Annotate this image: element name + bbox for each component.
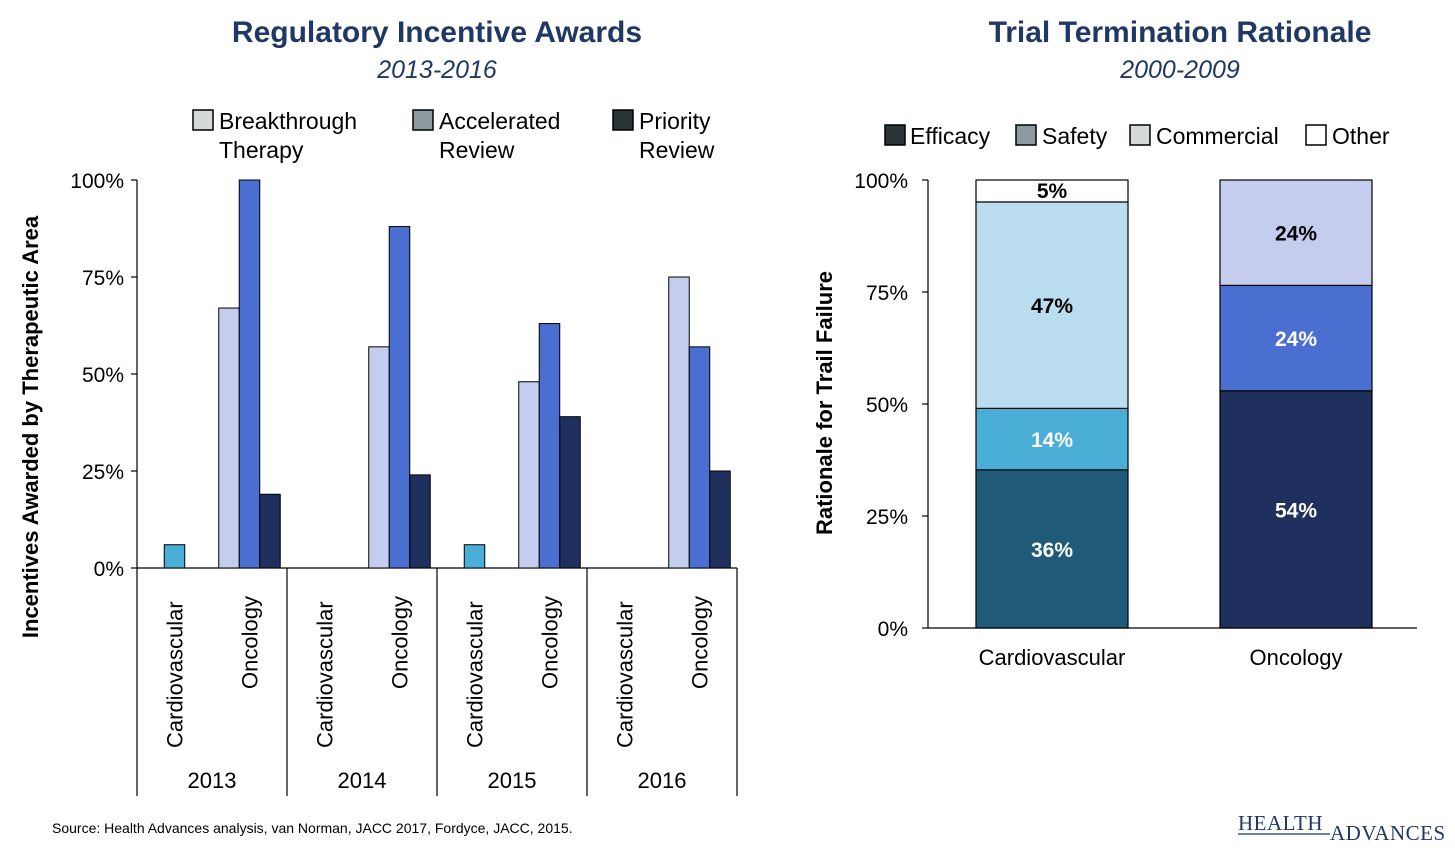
legend-label-accelerated-line2: Review	[439, 137, 515, 163]
legend-item-breakthrough: Breakthrough Therapy	[192, 108, 357, 163]
left-chart: Regulatory Incentive Awards 2013-2016 Br…	[18, 16, 738, 796]
legend-item-priority: Priority Review	[612, 108, 715, 163]
legend-swatch-priority	[612, 109, 634, 131]
bar-accelerated-review-cardiovascular-2015	[463, 544, 486, 569]
left-year-label: 2015	[488, 768, 537, 793]
legend-item-efficacy: Efficacy	[884, 123, 991, 149]
bar-accelerated-review-oncology-2014	[388, 226, 411, 569]
legend-label-commercial: Commercial	[1156, 123, 1279, 149]
logo-text-advances: ADVANCES	[1330, 821, 1446, 845]
stack-label-efficacy-oncology: 54%	[1275, 499, 1317, 522]
left-y-tick-label: 0%	[94, 558, 124, 581]
legend-swatch-efficacy	[884, 124, 906, 146]
bar-accelerated-review-oncology-2016	[688, 346, 711, 569]
left-y-tick-label: 75%	[82, 267, 124, 290]
stack-commercial-oncology	[1219, 179, 1373, 287]
left-y-tick-label: 25%	[82, 461, 124, 484]
left-category-label: Oncology	[538, 596, 563, 689]
legend-item-safety: Safety	[1015, 123, 1108, 149]
stack-label-efficacy-cardiovascular: 36%	[1031, 539, 1073, 562]
right-y-tick-label: 75%	[866, 282, 908, 305]
left-year-label: 2016	[638, 768, 687, 793]
legend-swatch-breakthrough	[192, 109, 214, 131]
right-plot-area: 0% 25% 50% 75% 100% Cardiovascular 36% 14% 47% 5%…	[854, 170, 1417, 670]
bar-accelerated-review-oncology-2013	[238, 179, 261, 569]
stack-other-cardiovascular	[975, 179, 1129, 203]
right-category-label: Cardiovascular	[979, 645, 1126, 670]
health-advances-logo: HEALTH ADVANCES	[1238, 811, 1446, 845]
stack-label-commercial-cardiovascular: 47%	[1031, 295, 1073, 318]
bar-priority-review-oncology-2016	[709, 470, 731, 569]
legend-label-other: Other	[1332, 123, 1390, 149]
right-chart-title: Trial Termination Rationale	[989, 16, 1372, 49]
logo-text-health: HEALTH	[1238, 811, 1323, 835]
stack-label-other-cardiovascular: 5%	[1037, 180, 1068, 203]
right-chart: Trial Termination Rationale 2000-2009 Ef…	[812, 16, 1417, 670]
bar-breakthrough-therapy-oncology-2016	[668, 276, 690, 569]
right-chart-subtitle: 2000-2009	[1119, 56, 1240, 84]
bar-accelerated-review-oncology-2015	[538, 323, 561, 569]
bar-accelerated-review-cardiovascular-2013	[163, 544, 186, 569]
legend-label-breakthrough-line1: Breakthrough	[219, 108, 357, 134]
right-y-tick-label: 100%	[854, 170, 908, 193]
bar-breakthrough-therapy-oncology-2014	[368, 346, 390, 569]
right-y-axis-label: Rationale for Trail Failure	[812, 271, 837, 535]
bar-priority-review-oncology-2014	[409, 474, 431, 569]
right-category-label: Oncology	[1250, 645, 1343, 670]
legend-swatch-other	[1305, 124, 1327, 146]
bar-breakthrough-therapy-oncology-2013	[218, 307, 240, 569]
right-y-tick-label: 50%	[866, 394, 908, 417]
left-category-label: Cardiovascular	[163, 601, 188, 748]
legend-label-efficacy: Efficacy	[910, 123, 991, 149]
left-chart-subtitle: 2013-2016	[376, 56, 497, 84]
left-y-tick-label: 100%	[70, 170, 124, 193]
bar-priority-review-oncology-2015	[559, 416, 581, 569]
bar-priority-review-oncology-2013	[259, 493, 281, 569]
legend-label-priority-line2: Review	[639, 137, 715, 163]
legend-swatch-accelerated	[412, 109, 434, 131]
left-category-label: Cardiovascular	[613, 601, 638, 748]
stack-label-safety-cardiovascular: 14%	[1031, 429, 1073, 452]
left-category-label: Cardiovascular	[313, 601, 338, 748]
left-year-label: 2013	[188, 768, 237, 793]
legend-item-accelerated: Accelerated Review	[412, 108, 560, 163]
legend-item-commercial: Commercial	[1129, 123, 1279, 149]
legend-label-safety: Safety	[1042, 123, 1108, 149]
legend-label-accelerated-line1: Accelerated	[439, 108, 560, 134]
stack-safety-oncology	[1219, 284, 1373, 392]
legend-item-other: Other	[1305, 123, 1390, 149]
legend-swatch-safety	[1015, 124, 1037, 146]
left-category-label: Oncology	[388, 596, 413, 689]
left-category-label: Oncology	[688, 596, 713, 689]
legend-label-priority-line1: Priority	[639, 108, 711, 134]
right-legend: Efficacy Safety Commercial Other	[884, 123, 1390, 149]
legend-swatch-commercial	[1129, 124, 1151, 146]
left-category-label: Cardiovascular	[463, 601, 488, 748]
left-category-label: Oncology	[238, 596, 263, 689]
left-chart-title: Regulatory Incentive Awards	[232, 16, 642, 49]
bar-breakthrough-therapy-oncology-2015	[518, 381, 540, 569]
stack-label-commercial-oncology: 24%	[1275, 223, 1317, 246]
source-note: Source: Health Advances analysis, van No…	[52, 820, 573, 836]
stack-label-safety-oncology: 24%	[1275, 328, 1317, 351]
left-y-axis-label: Incentives Awarded by Therapeutic Area	[18, 215, 43, 638]
left-year-label: 2014	[338, 768, 387, 793]
left-legend: Breakthrough Therapy Accelerated Review …	[192, 108, 715, 163]
right-y-tick-label: 0%	[878, 618, 908, 641]
left-y-tick-label: 50%	[82, 364, 124, 387]
right-y-tick-label: 25%	[866, 506, 908, 529]
legend-label-breakthrough-line2: Therapy	[219, 137, 304, 163]
